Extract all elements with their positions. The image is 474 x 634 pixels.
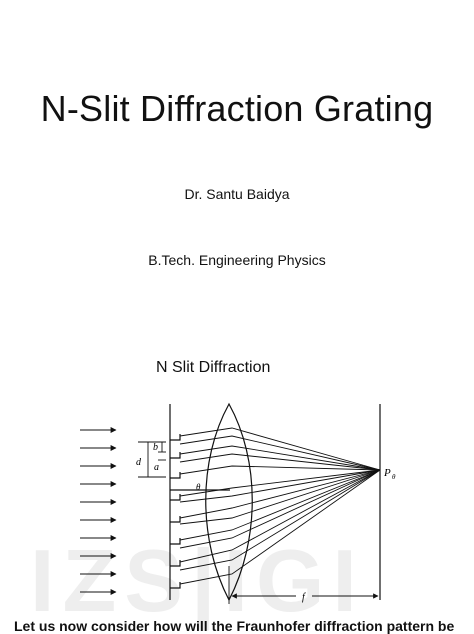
label-b: b bbox=[153, 442, 158, 453]
label-f: f bbox=[302, 592, 306, 603]
incident-rays bbox=[80, 427, 117, 595]
label-d: d bbox=[136, 457, 142, 468]
slide-title: N-Slit Diffraction Grating bbox=[40, 88, 434, 129]
focal-length-marker bbox=[228, 566, 379, 604]
author-name: Dr. Santu Baidya bbox=[184, 186, 290, 202]
diffracted-rays bbox=[179, 427, 381, 585]
body-text: Let us now consider how will the Fraunho… bbox=[14, 618, 455, 634]
watermark-logo-icon: IZS|IGI bbox=[30, 531, 365, 630]
point-label: P bbox=[383, 467, 391, 479]
slit-dimensions bbox=[138, 441, 166, 478]
course-name: B.Tech. Engineering Physics bbox=[148, 252, 326, 268]
label-theta: θ bbox=[196, 482, 201, 492]
grating bbox=[169, 404, 230, 600]
label-a: a bbox=[154, 462, 159, 473]
point-subscript: θ bbox=[392, 473, 396, 481]
diffraction-figure: b d a θ P θ f bbox=[80, 402, 396, 604]
figure-heading: N Slit Diffraction bbox=[156, 359, 271, 376]
